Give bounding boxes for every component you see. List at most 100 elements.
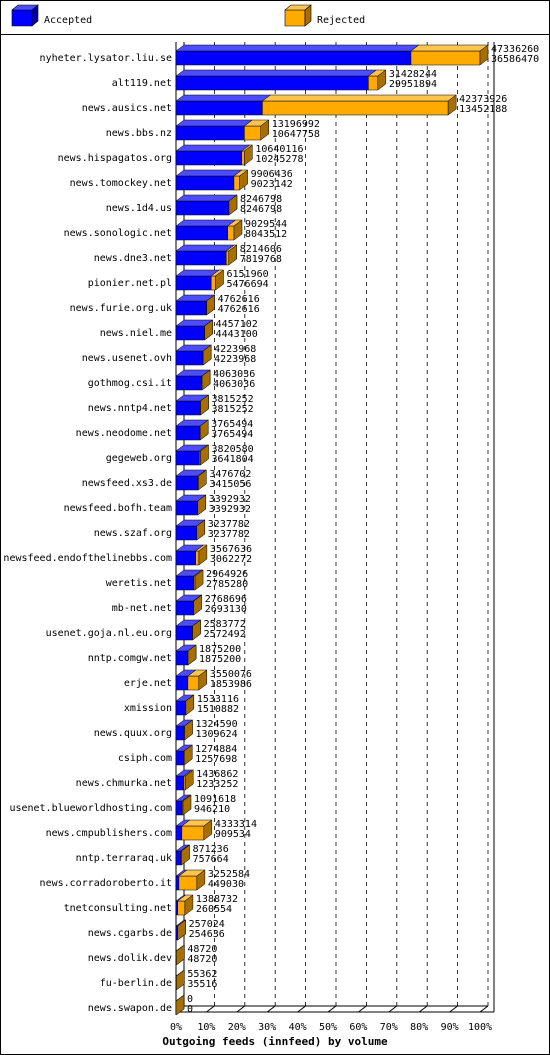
bar-segment: [367, 69, 387, 91]
bar-front: [175, 75, 369, 91]
accepted-label: 1309624: [196, 729, 238, 740]
y-tick-label: nntp.comgw.net: [88, 653, 172, 664]
bar-front: [175, 900, 178, 916]
y-tick-label: pionier.net.pl: [88, 278, 172, 289]
bar-front: [175, 375, 203, 391]
accepted-label: 1510882: [197, 704, 239, 715]
accepted-label: 757664: [193, 854, 229, 865]
y-tick-label: news.bbs.nz: [106, 128, 172, 139]
y-tick-label: news.niel.me: [100, 328, 172, 339]
accepted-label: 3415056: [209, 479, 251, 490]
legend-swatch-face: [304, 4, 312, 27]
total-label: 4762616: [218, 294, 260, 305]
legend-swatch-face: [11, 9, 33, 27]
bar-segment: [197, 469, 208, 491]
bar-side: [196, 869, 206, 891]
x-tick: [266, 1005, 276, 1013]
total-label: 42373926: [459, 94, 507, 105]
bar-segment: [243, 119, 270, 141]
bar-segment: [175, 94, 272, 116]
total-label: 3252584: [208, 869, 250, 880]
legend-swatch-face: [31, 4, 39, 27]
bar-front: [175, 500, 199, 516]
bar-top: [175, 144, 251, 152]
total-label: 0: [187, 994, 193, 1005]
bar-segment: [184, 694, 195, 716]
bar-side: [187, 644, 197, 666]
y-tick-label: news.ausics.net: [82, 103, 172, 114]
accepted-label: 10647758: [272, 129, 320, 140]
bar-side: [184, 769, 194, 791]
total-label: 48720: [187, 944, 217, 955]
accepted-label: 0: [187, 1004, 193, 1015]
x-tick: [418, 1005, 428, 1013]
bar-segment: [193, 569, 204, 591]
x-tick: [327, 1005, 337, 1013]
bar-front: [175, 775, 185, 791]
bar-segment: [191, 619, 202, 641]
bar-segment: [175, 244, 235, 266]
bar-front: [175, 450, 200, 466]
bar-segment: [175, 194, 238, 216]
accepted-label: 36586470: [491, 54, 539, 65]
bar-side: [198, 544, 208, 566]
bar-segment: [200, 394, 209, 416]
bar-segment: [197, 494, 207, 516]
bar-segment: [175, 969, 186, 991]
x-tick-label: 90%: [441, 1022, 459, 1033]
total-label: 13196992: [272, 119, 320, 130]
accepted-label: 8043512: [245, 229, 287, 240]
bar-segment: [175, 69, 378, 91]
accepted-label: 10245278: [255, 154, 303, 165]
bar-front: [225, 250, 230, 266]
accepted-label: 254636: [189, 929, 225, 940]
bar-side: [181, 844, 190, 866]
bar-side: [184, 719, 193, 741]
bar-segment: [178, 869, 206, 891]
accepted-label: 3765494: [211, 429, 253, 440]
y-tick-label: news.1d4.us: [106, 203, 172, 214]
y-tick-label: newsfeed.xs3.de: [82, 478, 172, 489]
x-tick: [236, 1005, 246, 1013]
bar-top: [175, 244, 235, 252]
bar-segment: [187, 644, 197, 666]
total-label: 31428244: [389, 69, 437, 80]
x-tick-label: 50%: [319, 1022, 337, 1033]
total-label: 8214606: [240, 244, 282, 255]
bar-front: [175, 800, 183, 816]
bar-front: [175, 875, 180, 891]
bar-segment: [233, 169, 249, 191]
bar-side: [177, 919, 186, 941]
bar-side: [182, 794, 192, 816]
total-label: 1533116: [197, 694, 239, 705]
y-tick-label: news.furie.org.uk: [70, 303, 172, 314]
bar-front: [262, 100, 449, 116]
bar-segment: [175, 44, 420, 66]
bar-front: [175, 150, 243, 166]
x-tick-label: 10%: [197, 1022, 215, 1033]
bar-side: [176, 944, 185, 966]
total-label: 9906436: [251, 169, 293, 180]
bar-top: [175, 119, 254, 127]
bar-top: [175, 69, 378, 77]
bar-segment: [228, 194, 238, 216]
bar-segment: [225, 244, 238, 266]
bar-front: [175, 650, 189, 666]
total-label: 10640116: [255, 144, 303, 155]
bar-front: [175, 100, 263, 116]
bar-segment: [180, 844, 191, 866]
bar-side: [197, 494, 207, 516]
y-tick-label: nyheter.lysator.liu.se: [40, 53, 172, 64]
y-tick-label: newsfeed.bofh.team: [64, 503, 172, 514]
bar-front: [175, 525, 198, 541]
y-tick-label: xmission: [124, 703, 172, 714]
bar-front: [368, 75, 379, 91]
total-label: 6151960: [227, 269, 269, 280]
bar-segment: [175, 219, 237, 241]
bar-side: [176, 969, 185, 991]
bar-front: [175, 250, 227, 266]
bar-segment: [176, 944, 185, 966]
total-label: 2768696: [205, 594, 247, 605]
accepted-label: 7819768: [240, 254, 282, 265]
bar-front: [175, 675, 189, 691]
